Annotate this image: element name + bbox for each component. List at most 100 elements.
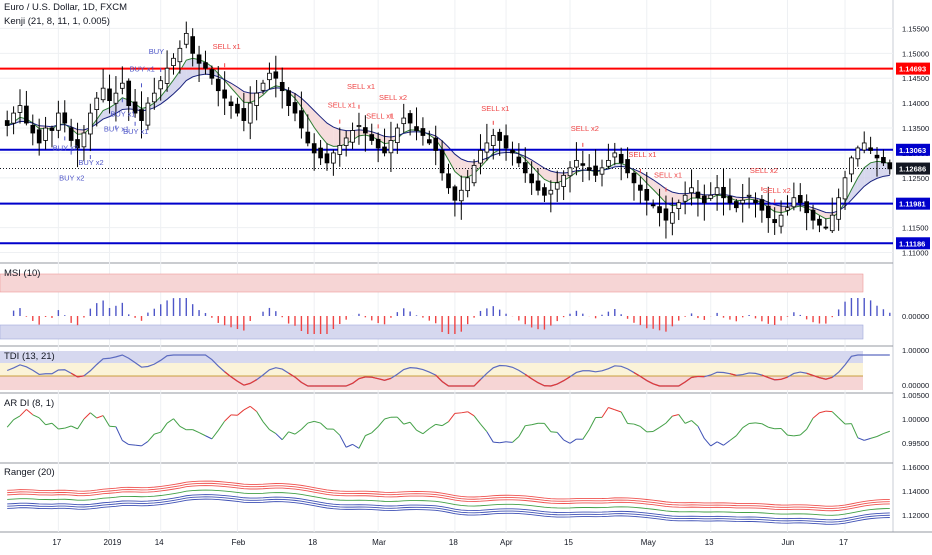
tdi-lower-band (0, 376, 863, 390)
candle-body (843, 178, 847, 199)
candle-body (472, 165, 476, 182)
time-tick-label: May (641, 538, 656, 547)
candle-body (504, 136, 508, 148)
msi-pane-label: MSI (10) (4, 268, 40, 279)
msi-tick-label: 0.00000 (902, 312, 929, 321)
candle-body (683, 195, 687, 201)
kenji-indicator-label: Kenji (21, 8, 11, 1, 0.005) (4, 16, 110, 27)
candle-body (236, 104, 240, 113)
candle-body (690, 188, 694, 193)
signal-label-sell: SELL x1 (628, 150, 656, 159)
candle-body (204, 63, 208, 69)
ardi-line-segment (749, 423, 755, 424)
ranger-tick-label: 1.16000 (902, 463, 929, 472)
candle-body (287, 91, 291, 106)
time-tick-label: Jun (781, 538, 794, 547)
candle-body (511, 150, 515, 153)
ardi-line-segment (551, 432, 557, 433)
candle-body (830, 215, 834, 231)
candle-body (498, 132, 502, 140)
candle-body (178, 48, 182, 61)
candle-body (594, 166, 598, 175)
signal-label-sell: SELL x1 (347, 82, 375, 91)
ardi-tick-label: 1.00500 (902, 391, 929, 400)
candle-body (427, 140, 431, 143)
ardi-line-segment (826, 411, 832, 412)
candle-body (881, 157, 885, 162)
candle-body (325, 154, 329, 163)
candle-body (734, 202, 738, 208)
candle-body (702, 196, 706, 203)
candle-body (664, 209, 668, 220)
price-tick-label: 1.14000 (902, 99, 929, 108)
candle-body (338, 145, 342, 154)
candle-body (415, 127, 419, 131)
candle-body (549, 190, 553, 194)
signal-label-sell: SELL x1 (366, 111, 394, 120)
level-price-tag-label: 1.12686 (899, 165, 926, 174)
candle-body (440, 150, 444, 173)
symbol-title: Euro / U.S. Dollar, 1D, FXCM (4, 2, 127, 13)
ardi-line-segment (129, 445, 135, 446)
price-tick-label: 1.12500 (902, 174, 929, 183)
candle-body (760, 200, 764, 211)
candle-body (722, 187, 726, 197)
signal-label-buy: BUY x2 (59, 174, 84, 183)
signal-label-sell: SELL x1 (328, 101, 356, 110)
candle-body (383, 147, 387, 153)
candle-body (127, 81, 131, 106)
candle-body (152, 93, 156, 102)
time-tick-label: 14 (155, 538, 164, 547)
tdi-tick-label-bottom: 0.00000 (902, 381, 929, 390)
candle-body (319, 148, 323, 158)
candle-body (268, 73, 272, 79)
ardi-tick-label: 1.00000 (902, 415, 929, 424)
signal-label-buy: BUY (149, 47, 164, 56)
signal-label-buy: BUY x2 (53, 143, 78, 152)
candle-body (792, 198, 796, 207)
tdi-pane-label: TDI (13, 21) (4, 351, 55, 362)
candle-body (747, 195, 751, 196)
candle-body (517, 157, 521, 163)
candle-body (24, 106, 28, 123)
candle-body (536, 181, 540, 190)
candle-body (766, 206, 770, 217)
candle-body (709, 195, 713, 198)
ranger-tick-label: 1.12000 (902, 511, 929, 520)
candle-body (632, 173, 636, 183)
candle-body (613, 153, 617, 157)
price-tick-label: 1.15000 (902, 49, 929, 58)
ranger-tick-label: 1.14000 (902, 487, 929, 496)
price-tick-label: 1.13500 (902, 124, 929, 133)
candle-body (811, 210, 815, 220)
candle-body (453, 187, 457, 200)
candle-body (754, 200, 758, 203)
candle-body (696, 192, 700, 198)
candle-body (862, 143, 866, 150)
candle-body (210, 70, 214, 79)
candle-body (18, 106, 22, 113)
candle-body (44, 128, 48, 140)
candle-body (88, 113, 92, 134)
ardi-line-segment (493, 442, 499, 443)
candle-body (651, 205, 655, 206)
candle-body (638, 185, 642, 190)
candle-body (242, 108, 246, 120)
time-tick-label: 18 (449, 538, 458, 547)
candle-body (670, 213, 674, 224)
time-tick-label: Apr (500, 538, 513, 547)
candle-body (779, 215, 783, 226)
candle-body (69, 128, 73, 141)
candle-body (850, 158, 854, 174)
candle-body (434, 138, 438, 150)
ardi-line-segment (628, 423, 634, 424)
kenji-cloud-segment (877, 161, 883, 178)
candle-body (255, 93, 259, 105)
candle-body (645, 189, 649, 200)
candle-body (485, 143, 489, 152)
candle-body (101, 88, 105, 100)
candle-body (274, 72, 278, 78)
candle-body (523, 163, 527, 173)
time-tick-label: 13 (705, 538, 714, 547)
